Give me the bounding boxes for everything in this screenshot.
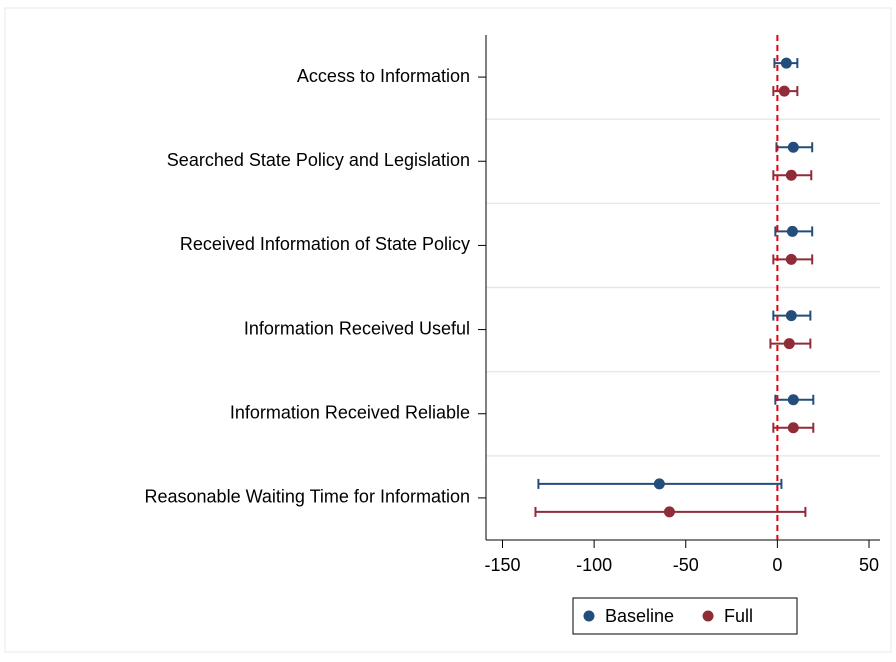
- x-tick-label: 0: [772, 555, 782, 575]
- x-tick-label: 50: [859, 555, 879, 575]
- y-tick-label: Information Received Useful: [244, 318, 470, 338]
- x-tick-label: -100: [576, 555, 612, 575]
- frame: [4, 7, 892, 653]
- legend-marker: [702, 610, 714, 622]
- point: [785, 169, 797, 181]
- point: [785, 253, 797, 265]
- legend-box: [572, 597, 798, 635]
- point: [787, 422, 799, 434]
- y-tick-label: Access to Information: [297, 66, 470, 86]
- y-tick-label: Received Information of State Policy: [180, 234, 470, 254]
- y-tick-label: Searched State Policy and Legislation: [167, 150, 470, 170]
- point: [787, 141, 799, 153]
- legend-label: Baseline: [605, 606, 674, 626]
- point: [786, 225, 798, 237]
- point: [780, 57, 792, 69]
- point: [785, 310, 797, 322]
- y-tick-label: Reasonable Waiting Time for Information: [145, 487, 471, 507]
- point: [653, 478, 665, 490]
- y-tick-label: Information Received Reliable: [230, 403, 470, 423]
- point: [787, 394, 799, 406]
- point: [778, 85, 790, 97]
- x-tick-label: -150: [484, 555, 520, 575]
- legend-marker: [583, 610, 595, 622]
- legend: Baseline Full: [572, 597, 798, 635]
- x-tick-label: -50: [673, 555, 699, 575]
- point: [783, 338, 795, 350]
- point: [663, 506, 675, 518]
- legend-label: Full: [724, 606, 753, 626]
